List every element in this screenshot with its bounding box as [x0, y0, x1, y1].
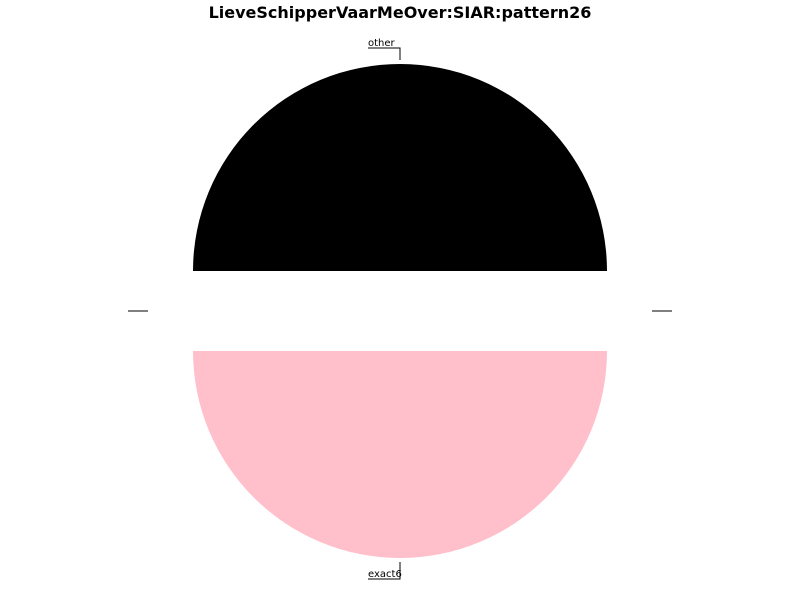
- pie-slice-other: [193, 64, 607, 271]
- pie-slice-exact6: [193, 351, 607, 558]
- slice-label-exact6: exact6: [368, 569, 402, 580]
- leader-line-other: [368, 48, 400, 60]
- pie-slices: [193, 64, 607, 558]
- slice-label-other: other: [368, 38, 396, 49]
- chart-title: LieveSchipperVaarMeOver:SIAR:pattern26: [209, 3, 592, 22]
